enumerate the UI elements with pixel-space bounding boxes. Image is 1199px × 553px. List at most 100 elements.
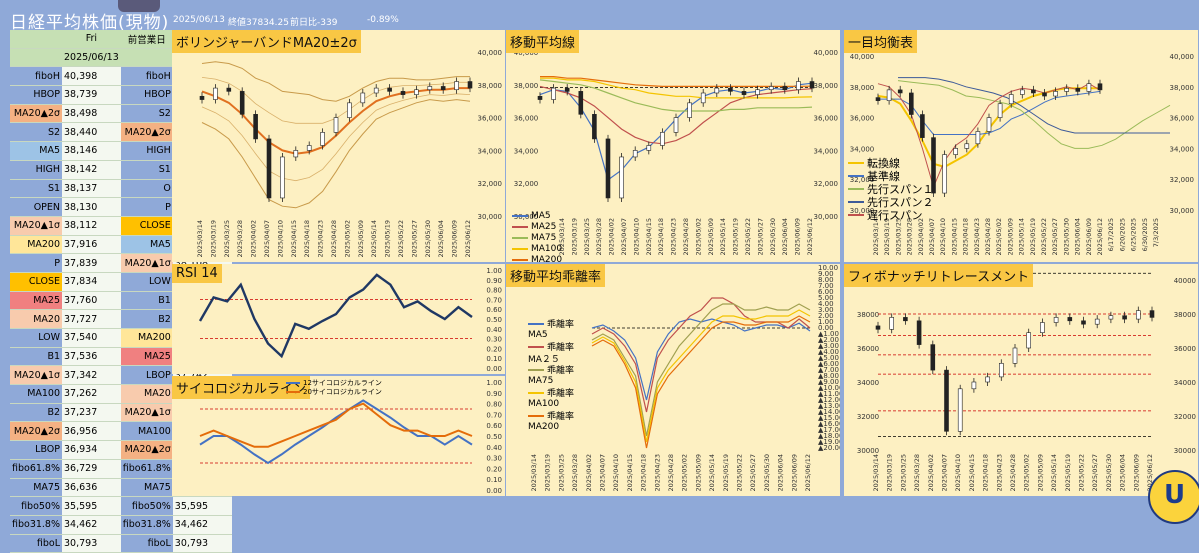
legend-entry: 乖離率 xyxy=(528,318,574,330)
y-tick-label: 30,000 xyxy=(478,213,503,221)
candle-body xyxy=(578,91,584,115)
x-tick-label: 2025/05/09 xyxy=(707,218,715,255)
table-cell: 37,727 xyxy=(62,309,121,329)
table-cell: HIGH xyxy=(10,160,63,180)
x-tick-label: 2025/05/19 xyxy=(1029,218,1037,255)
y-tick-label: ▲20.00 xyxy=(818,444,840,452)
y-tick-label: ▲13.00 xyxy=(818,402,840,410)
legend-entry: 20サイコロジカルライン xyxy=(286,387,382,396)
y-tick-label: 30000 xyxy=(1174,447,1196,455)
y-tick-label: 0.50 xyxy=(486,433,502,441)
x-tick-label: 2025/05/09 xyxy=(1006,218,1014,255)
y-tick-label: 40,000 xyxy=(814,49,839,57)
legend-entry: 基準線 xyxy=(848,169,934,183)
y-tick-label: 0.00 xyxy=(486,365,502,373)
y-tick-label: 32,000 xyxy=(478,180,503,188)
x-tick-label: 2025/04/15 xyxy=(626,454,634,491)
y-tick-label: 4.00 xyxy=(818,300,834,308)
page-title: 日経平均株価(現物) xyxy=(10,13,170,33)
x-tick-label: 2025/04/07 xyxy=(263,220,271,257)
table-cell: 38,146 xyxy=(62,141,121,161)
candle-body xyxy=(440,86,446,91)
x-tick-label: 2025/05/30 xyxy=(763,454,771,491)
table-cell: 38,137 xyxy=(62,179,121,199)
table-cell: fibo31.8% xyxy=(120,515,173,535)
x-tick-label: 6/25/2025 xyxy=(1130,218,1138,251)
table-cell: MA75 xyxy=(120,478,173,498)
y-tick-label: 30,000 xyxy=(814,213,839,221)
y-tick-label: 32,000 xyxy=(1170,176,1195,184)
candle-body xyxy=(400,91,406,95)
table-cell: 38,498 xyxy=(62,104,121,124)
rsi-title: RSI 14 xyxy=(172,264,222,283)
y-tick-label: ▲5.00 xyxy=(818,354,839,362)
candle-body xyxy=(537,95,543,100)
table-cell: 30,793 xyxy=(172,534,232,553)
table-cell: 36,934 xyxy=(62,440,121,460)
y-tick-label: 0.70 xyxy=(486,411,502,419)
x-tick-label: 2025/03/25 xyxy=(223,220,231,257)
table-cell: MA20▲1σ xyxy=(120,403,173,423)
candle-body xyxy=(875,325,881,330)
bollinger-chart: 40,000 38,000 36,000 34,000 32,000 30,000 2025… xyxy=(196,49,503,257)
candle-body xyxy=(360,92,366,104)
table-cell: MA20▲1σ xyxy=(120,253,173,273)
candle-body xyxy=(660,132,665,146)
x-tick-label: 2025/04/28 xyxy=(1009,454,1017,491)
y-tick-label: ▲1.00 xyxy=(818,330,839,338)
ichimoku-legend: 転換線 基準線 先行スパン１ 先行スパン２ 遅行スパン xyxy=(848,156,934,222)
x-tick-label: 2025/06/12 xyxy=(806,218,814,255)
candle-body xyxy=(953,148,958,155)
candle-body xyxy=(957,388,963,432)
x-tick-label: 2025/05/02 xyxy=(694,218,702,255)
x-tick-label: 2025/05/02 xyxy=(995,218,1003,255)
x-tick-label: 2025/04/28 xyxy=(682,218,690,255)
y-tick-label: 32,000 xyxy=(814,180,839,188)
table-cell: MA200 xyxy=(10,235,63,255)
x-tick-label: 2025/05/09 xyxy=(1036,454,1044,491)
x-tick-label: 2025/04/28 xyxy=(330,220,338,257)
x-tick-label: 2025/04/15 xyxy=(968,454,976,491)
legend-entry: 乖離率 xyxy=(528,364,574,376)
x-tick-label: 2025/03/14 xyxy=(872,218,880,255)
ma-series-line xyxy=(539,85,813,145)
x-tick-label: 2025/03/14 xyxy=(196,220,204,257)
x-tick-label: 2025/05/02 xyxy=(343,220,351,257)
deviation-chart: 10.009.008.007.006.005.004.003.002.001.0… xyxy=(530,264,843,491)
y-tick-label: 0.10 xyxy=(486,476,502,484)
x-tick-label: 2025/05/19 xyxy=(1064,454,1072,491)
table-cell: 37,839 xyxy=(62,253,121,273)
candle-body xyxy=(1122,315,1127,320)
y-tick-label: 32000 xyxy=(857,413,879,421)
y-tick-label: 38,000 xyxy=(814,82,839,90)
y-tick-label: 36,000 xyxy=(514,115,539,123)
avatar xyxy=(118,0,160,12)
candle-body xyxy=(1075,88,1081,92)
legend-entry: MA25 xyxy=(512,221,562,232)
candle-body xyxy=(1053,91,1058,97)
y-tick-label: 38,000 xyxy=(514,82,539,90)
ichimoku-title: 一目均衡表 xyxy=(844,30,918,53)
table-cell: S1 xyxy=(10,179,63,199)
x-tick-label: 2025/05/19 xyxy=(732,218,740,255)
y-tick-label: ▲9.00 xyxy=(818,378,839,386)
table-cell: B2 xyxy=(120,309,173,329)
table-cell: MA25 xyxy=(120,347,173,367)
candle-body xyxy=(619,156,624,199)
table-cell: MA25 xyxy=(10,291,63,311)
ma-panel: 移動平均線 40,000 38,000 36,000 34,000 32,000 30,0… xyxy=(506,30,840,265)
y-tick-label: 40,000 xyxy=(850,53,875,61)
deviation-series-line xyxy=(591,318,811,401)
y-tick-label: 38000 xyxy=(1174,311,1196,319)
y-tick-label: 34,000 xyxy=(814,147,839,155)
y-tick-label: 0.60 xyxy=(486,306,502,314)
candle-body xyxy=(673,117,679,133)
y-tick-label: 30,000 xyxy=(850,207,875,215)
x-tick-label: 2025/04/28 xyxy=(984,218,992,255)
bollinger-panel: ボリンジャーバンドMA20±2σ 40,000 38,000 36,000 34,00… xyxy=(172,30,505,262)
table-cell: fibo31.8% xyxy=(10,515,63,535)
table-cell: fiboH xyxy=(120,66,173,87)
x-tick-label: 2025/05/22 xyxy=(1040,218,1048,255)
candle-body xyxy=(897,89,903,94)
table-cell: 2025/06/13 xyxy=(62,48,121,68)
